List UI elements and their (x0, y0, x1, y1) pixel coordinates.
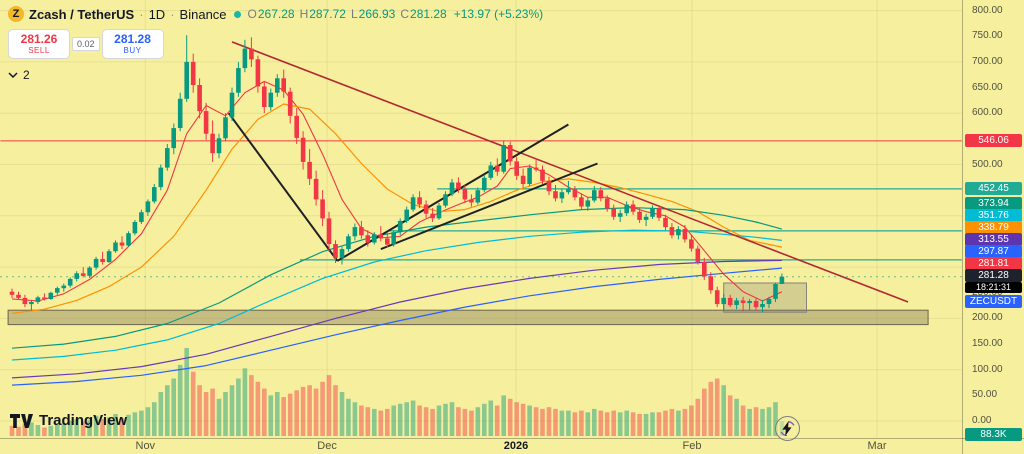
time-tick: Nov (135, 440, 156, 452)
price-tick: 500.00 (972, 158, 1003, 170)
price-tick: 600.00 (972, 107, 1003, 119)
ohlc-high: H 287.72 (299, 7, 346, 21)
chart-canvas[interactable] (0, 0, 962, 438)
lightning-icon (780, 421, 795, 436)
symbol-name-label: ZECUSDT (965, 295, 1022, 308)
market-status-dot (233, 10, 241, 18)
ohlc-open: O 267.28 (247, 7, 295, 21)
lightning-button[interactable] (775, 416, 800, 441)
candlesticks (9, 35, 785, 313)
drawn-zones[interactable] (7, 282, 929, 326)
ma-red-fast (11, 80, 783, 302)
buy-sell-widget: 281.26 SELL 0.02 281.28 BUY (8, 29, 543, 59)
change-label: +13.97 (+5.23%) (453, 7, 544, 21)
volume-bars (9, 348, 785, 436)
spread-value: 0.02 (72, 37, 100, 51)
chevron-down-icon (8, 72, 18, 78)
ma-price-label-orange: 338.79 (965, 221, 1022, 234)
object-count: 2 (23, 68, 30, 82)
black-uptrend-line-2 (380, 162, 598, 251)
time-tick: Mar (867, 440, 887, 452)
last-price-label: 281.28 (965, 269, 1022, 282)
separator-dot: · (170, 6, 175, 22)
price-tick: 800.00 (972, 4, 1003, 16)
support-zone (7, 309, 929, 326)
price-tick: 200.00 (972, 312, 1003, 324)
object-tree-toggle[interactable]: 2 (8, 68, 42, 82)
sell-button[interactable]: 281.26 SELL (8, 29, 70, 59)
price-tick: 50.00 (972, 389, 998, 401)
time-tick: Dec (317, 440, 337, 452)
symbol-legend-row: Z Zcash / TetherUS · 1D · Binance O 267.2… (8, 6, 543, 22)
buy-price: 281.28 (114, 32, 151, 46)
ma-green (11, 207, 783, 349)
price-tick: 100.00 (972, 363, 1003, 375)
volume-value-label: 88.3K (965, 428, 1022, 441)
ma-cyan (11, 229, 782, 361)
time-tick: Feb (682, 440, 702, 452)
price-tick: 750.00 (972, 30, 1003, 42)
time-tick: 2026 (503, 440, 529, 452)
level-price-label-452: 452.45 (965, 182, 1022, 195)
price-tick: 700.00 (972, 55, 1003, 67)
ma-price-label-red: 281.81 (965, 257, 1022, 270)
interval-label[interactable]: 1D (148, 6, 166, 22)
sell-price: 281.26 (20, 32, 58, 46)
zcash-coin-icon: Z (8, 6, 24, 22)
bar-countdown-label: 18:21:31 (965, 282, 1022, 293)
ma-price-label-purple: 313.55 (965, 233, 1022, 246)
separator-dot: · (139, 6, 144, 22)
axis-separator (0, 438, 1024, 439)
price-tick: 650.00 (972, 81, 1003, 93)
tradingview-logo-text: TradingView (39, 412, 128, 429)
ma-price-label-blue: 297.87 (965, 245, 1022, 258)
alert-price-label-546: 546.06 (965, 134, 1022, 147)
sell-label: SELL (28, 46, 50, 55)
tradingview-logo-icon (10, 413, 33, 428)
price-tick: 150.00 (972, 338, 1003, 350)
ma-price-label-cyan: 351.76 (965, 209, 1022, 222)
time-axis[interactable]: Nov Dec 2026 Feb Mar (0, 438, 962, 454)
tradingview-logo[interactable]: TradingView (10, 412, 127, 429)
price-axis[interactable]: 0.0050.00100.00150.00200.00250.00300.003… (962, 0, 1024, 454)
buy-label: BUY (123, 46, 142, 55)
symbol-title[interactable]: Zcash / TetherUS (29, 6, 135, 22)
buy-button[interactable]: 281.28 BUY (101, 29, 164, 59)
major-downtrend-line (231, 41, 909, 303)
exchange-label[interactable]: Binance (179, 6, 227, 22)
ma-price-label-green: 373.94 (965, 197, 1022, 210)
ohlc-low: L 266.93 (350, 7, 396, 21)
ma-blue (11, 267, 782, 386)
black-downtrend-line (227, 112, 339, 262)
chart-legend: Z Zcash / TetherUS · 1D · Binance O 267.2… (8, 6, 543, 82)
price-tick: 0.00 (972, 415, 992, 426)
ma-purple (11, 259, 782, 379)
ohlc-close: C 281.28 (400, 7, 447, 21)
